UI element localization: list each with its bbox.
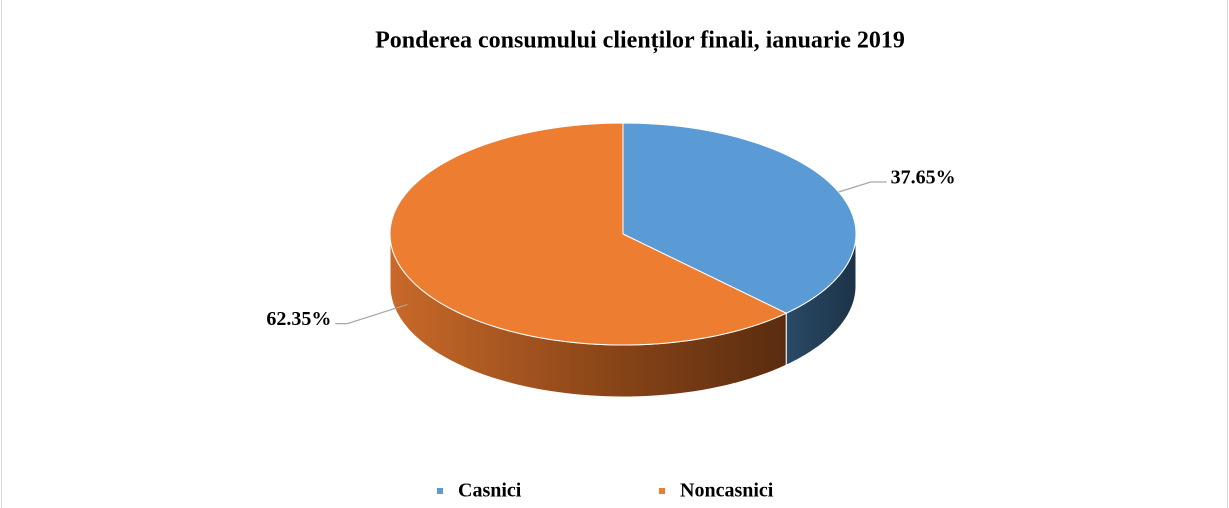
data-label: 62.35% (266, 308, 331, 330)
data-label: 37.65% (891, 167, 956, 189)
leader-line (335, 304, 408, 325)
legend-marker (437, 488, 443, 494)
legend-label: Casnici (458, 480, 522, 502)
chart-title: Ponderea consumului clienților finali, i… (375, 28, 905, 54)
slice (389, 122, 788, 346)
legend-marker (659, 488, 665, 494)
leader-line (838, 181, 887, 193)
legend-label: Noncasnici (680, 480, 774, 502)
